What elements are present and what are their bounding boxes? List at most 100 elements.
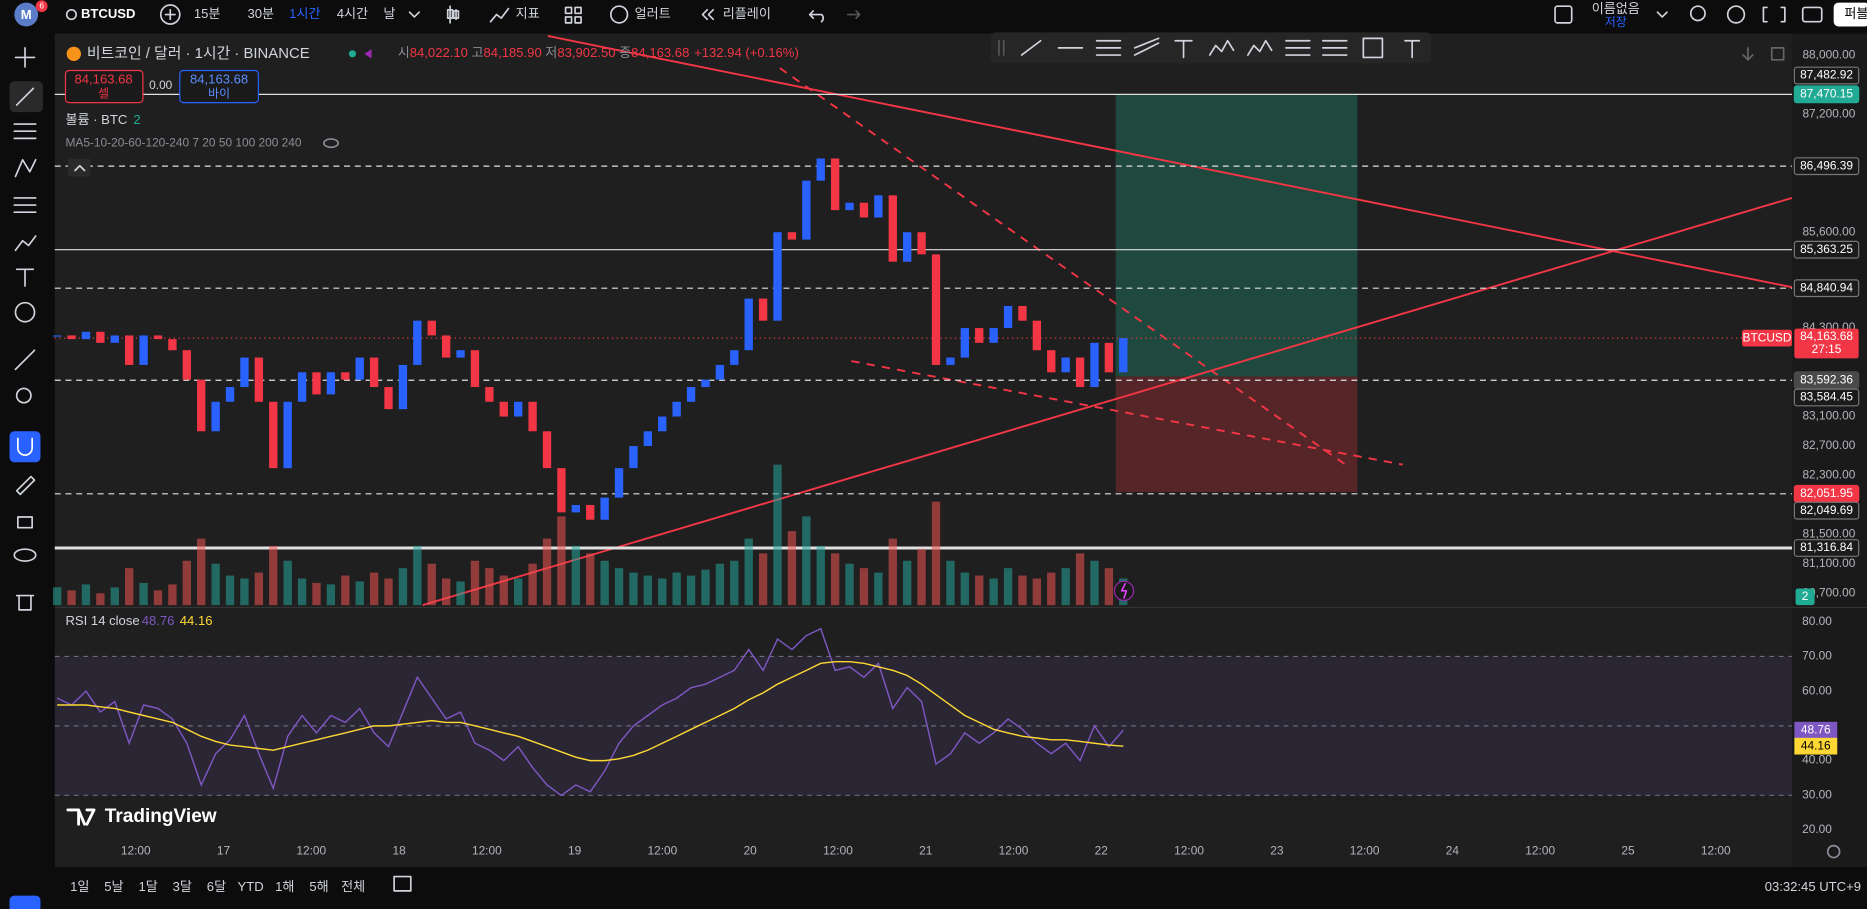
long-position-target[interactable] <box>1115 94 1358 377</box>
layouts[interactable] <box>564 6 582 24</box>
symbol-title[interactable]: 비트코인 / 달러 · 1시간 · BINANCE <box>87 45 310 62</box>
alerts[interactable]: 얼러트 <box>635 6 671 21</box>
candle <box>672 401 681 417</box>
draw-fib[interactable] <box>1133 37 1160 56</box>
forecast-tool[interactable] <box>13 197 37 214</box>
trend-line[interactable] <box>547 35 1793 289</box>
symbol[interactable]: BTCUSD <box>81 6 135 21</box>
volume-bar <box>485 568 494 606</box>
volume-legend[interactable]: 볼륨 · BTC <box>65 112 127 127</box>
trend-line-tool[interactable] <box>15 87 35 106</box>
interval[interactable]: 30분 <box>247 6 274 21</box>
buy-label[interactable]: 바이 <box>208 86 230 100</box>
volume-bar <box>672 572 681 606</box>
lock-draw-tool[interactable] <box>15 475 36 496</box>
save[interactable]: 저장 <box>1605 15 1627 29</box>
snapshot[interactable] <box>1801 6 1823 23</box>
visibility-tool[interactable] <box>13 548 37 562</box>
ma-hidden-icon[interactable] <box>323 138 339 149</box>
go-to-date[interactable] <box>393 875 412 892</box>
draw-elliott[interactable] <box>1247 39 1273 56</box>
trend-line-dashed[interactable] <box>779 67 1347 466</box>
zoom-tool[interactable] <box>15 387 32 404</box>
axis-settings[interactable] <box>1826 844 1841 859</box>
draw-text[interactable] <box>1174 39 1193 59</box>
settings[interactable] <box>1726 5 1746 24</box>
collapse-legend[interactable] <box>67 158 91 177</box>
fib-tool[interactable] <box>13 123 37 140</box>
time-label: 12:00 <box>472 844 502 858</box>
layout-box[interactable] <box>1554 5 1573 24</box>
range-button[interactable]: 1달 <box>138 879 157 894</box>
add-symbol[interactable] <box>159 4 181 25</box>
sell-label[interactable]: 셀 <box>98 86 109 100</box>
buy-button[interactable] <box>179 69 259 104</box>
pattern-tool[interactable] <box>14 158 37 178</box>
measure-tool[interactable] <box>14 349 36 371</box>
rsi-legend[interactable]: RSI 14 close <box>65 613 139 628</box>
publish[interactable]: 퍼블 <box>1844 6 1867 21</box>
indicators[interactable]: 지표 <box>516 6 540 21</box>
volume-bar <box>182 560 191 606</box>
price-level-tag <box>1793 66 1860 85</box>
candle <box>658 416 667 432</box>
range-button[interactable]: 1해 <box>275 879 294 894</box>
interval[interactable]: 4시간 <box>337 6 368 21</box>
draw-shape[interactable] <box>1362 37 1384 59</box>
range-button[interactable]: 1일 <box>70 879 89 894</box>
drag-handle[interactable] <box>998 39 1005 56</box>
interval[interactable]: 15분 <box>194 6 221 21</box>
reset-chart[interactable] <box>1770 47 1785 61</box>
interval[interactable]: 날 <box>383 6 395 21</box>
text-tool[interactable] <box>15 268 35 287</box>
range-button[interactable]: 3달 <box>173 879 192 894</box>
crosshair-tool[interactable] <box>14 47 36 68</box>
replay[interactable]: 리플레이 <box>723 6 771 21</box>
magnet-bg[interactable] <box>9 431 41 463</box>
icon-tool[interactable] <box>14 301 36 323</box>
chart-type[interactable] <box>446 5 460 24</box>
interval-active[interactable]: 1시간 <box>289 6 320 21</box>
lock-tool[interactable] <box>17 516 33 529</box>
quick-search[interactable] <box>1689 5 1706 22</box>
candle <box>514 401 523 417</box>
range-button[interactable]: 전체 <box>341 879 365 894</box>
ma-legend[interactable]: MA5-10-20-60-120-240 7 20 50 100 200 240 <box>65 135 301 149</box>
range-button[interactable]: 6달 <box>207 879 226 894</box>
save-dropdown[interactable] <box>1656 11 1668 18</box>
sell-button[interactable] <box>64 69 144 104</box>
range-button[interactable]: 5날 <box>104 879 123 894</box>
magnet-tool[interactable] <box>17 437 33 456</box>
trend-line[interactable] <box>422 196 1793 607</box>
range-button[interactable]: 5해 <box>309 879 328 894</box>
draw-projection[interactable] <box>1322 39 1348 56</box>
price-tick-label: 81,500.00 <box>1802 527 1855 541</box>
volume-bar <box>254 572 264 606</box>
rsi-value-tag <box>1794 721 1838 739</box>
delete-tool[interactable] <box>15 594 35 611</box>
draw-pattern[interactable] <box>1208 39 1235 56</box>
logo[interactable] <box>14 2 39 27</box>
fullscreen[interactable] <box>1762 6 1786 23</box>
candle <box>456 350 465 358</box>
sell-price[interactable]: 84,163.68 <box>74 71 132 86</box>
redo[interactable] <box>846 10 861 19</box>
draw-ranges[interactable] <box>1285 39 1311 56</box>
trend-line-dashed[interactable] <box>851 360 1403 466</box>
volume-bar <box>629 572 638 606</box>
buy-price[interactable]: 84,163.68 <box>190 71 248 86</box>
layout-name[interactable]: 이름없음 <box>1592 1 1640 16</box>
brush-tool[interactable] <box>14 235 37 252</box>
interval-dropdown[interactable] <box>408 11 420 18</box>
countdown: 27:15 <box>1812 342 1842 356</box>
draw-line[interactable] <box>1020 39 1042 56</box>
scroll-down[interactable] <box>1742 47 1754 61</box>
clock[interactable]: 03:32:45 UTC+9 <box>1765 879 1861 894</box>
draw-note[interactable] <box>1404 39 1421 59</box>
object-tree[interactable] <box>9 895 41 909</box>
watermark[interactable]: TradingView <box>105 806 217 827</box>
draw-channel[interactable] <box>1095 39 1122 56</box>
publish-button[interactable] <box>1833 2 1867 27</box>
range-button[interactable]: YTD <box>238 879 264 894</box>
undo[interactable] <box>808 10 824 23</box>
